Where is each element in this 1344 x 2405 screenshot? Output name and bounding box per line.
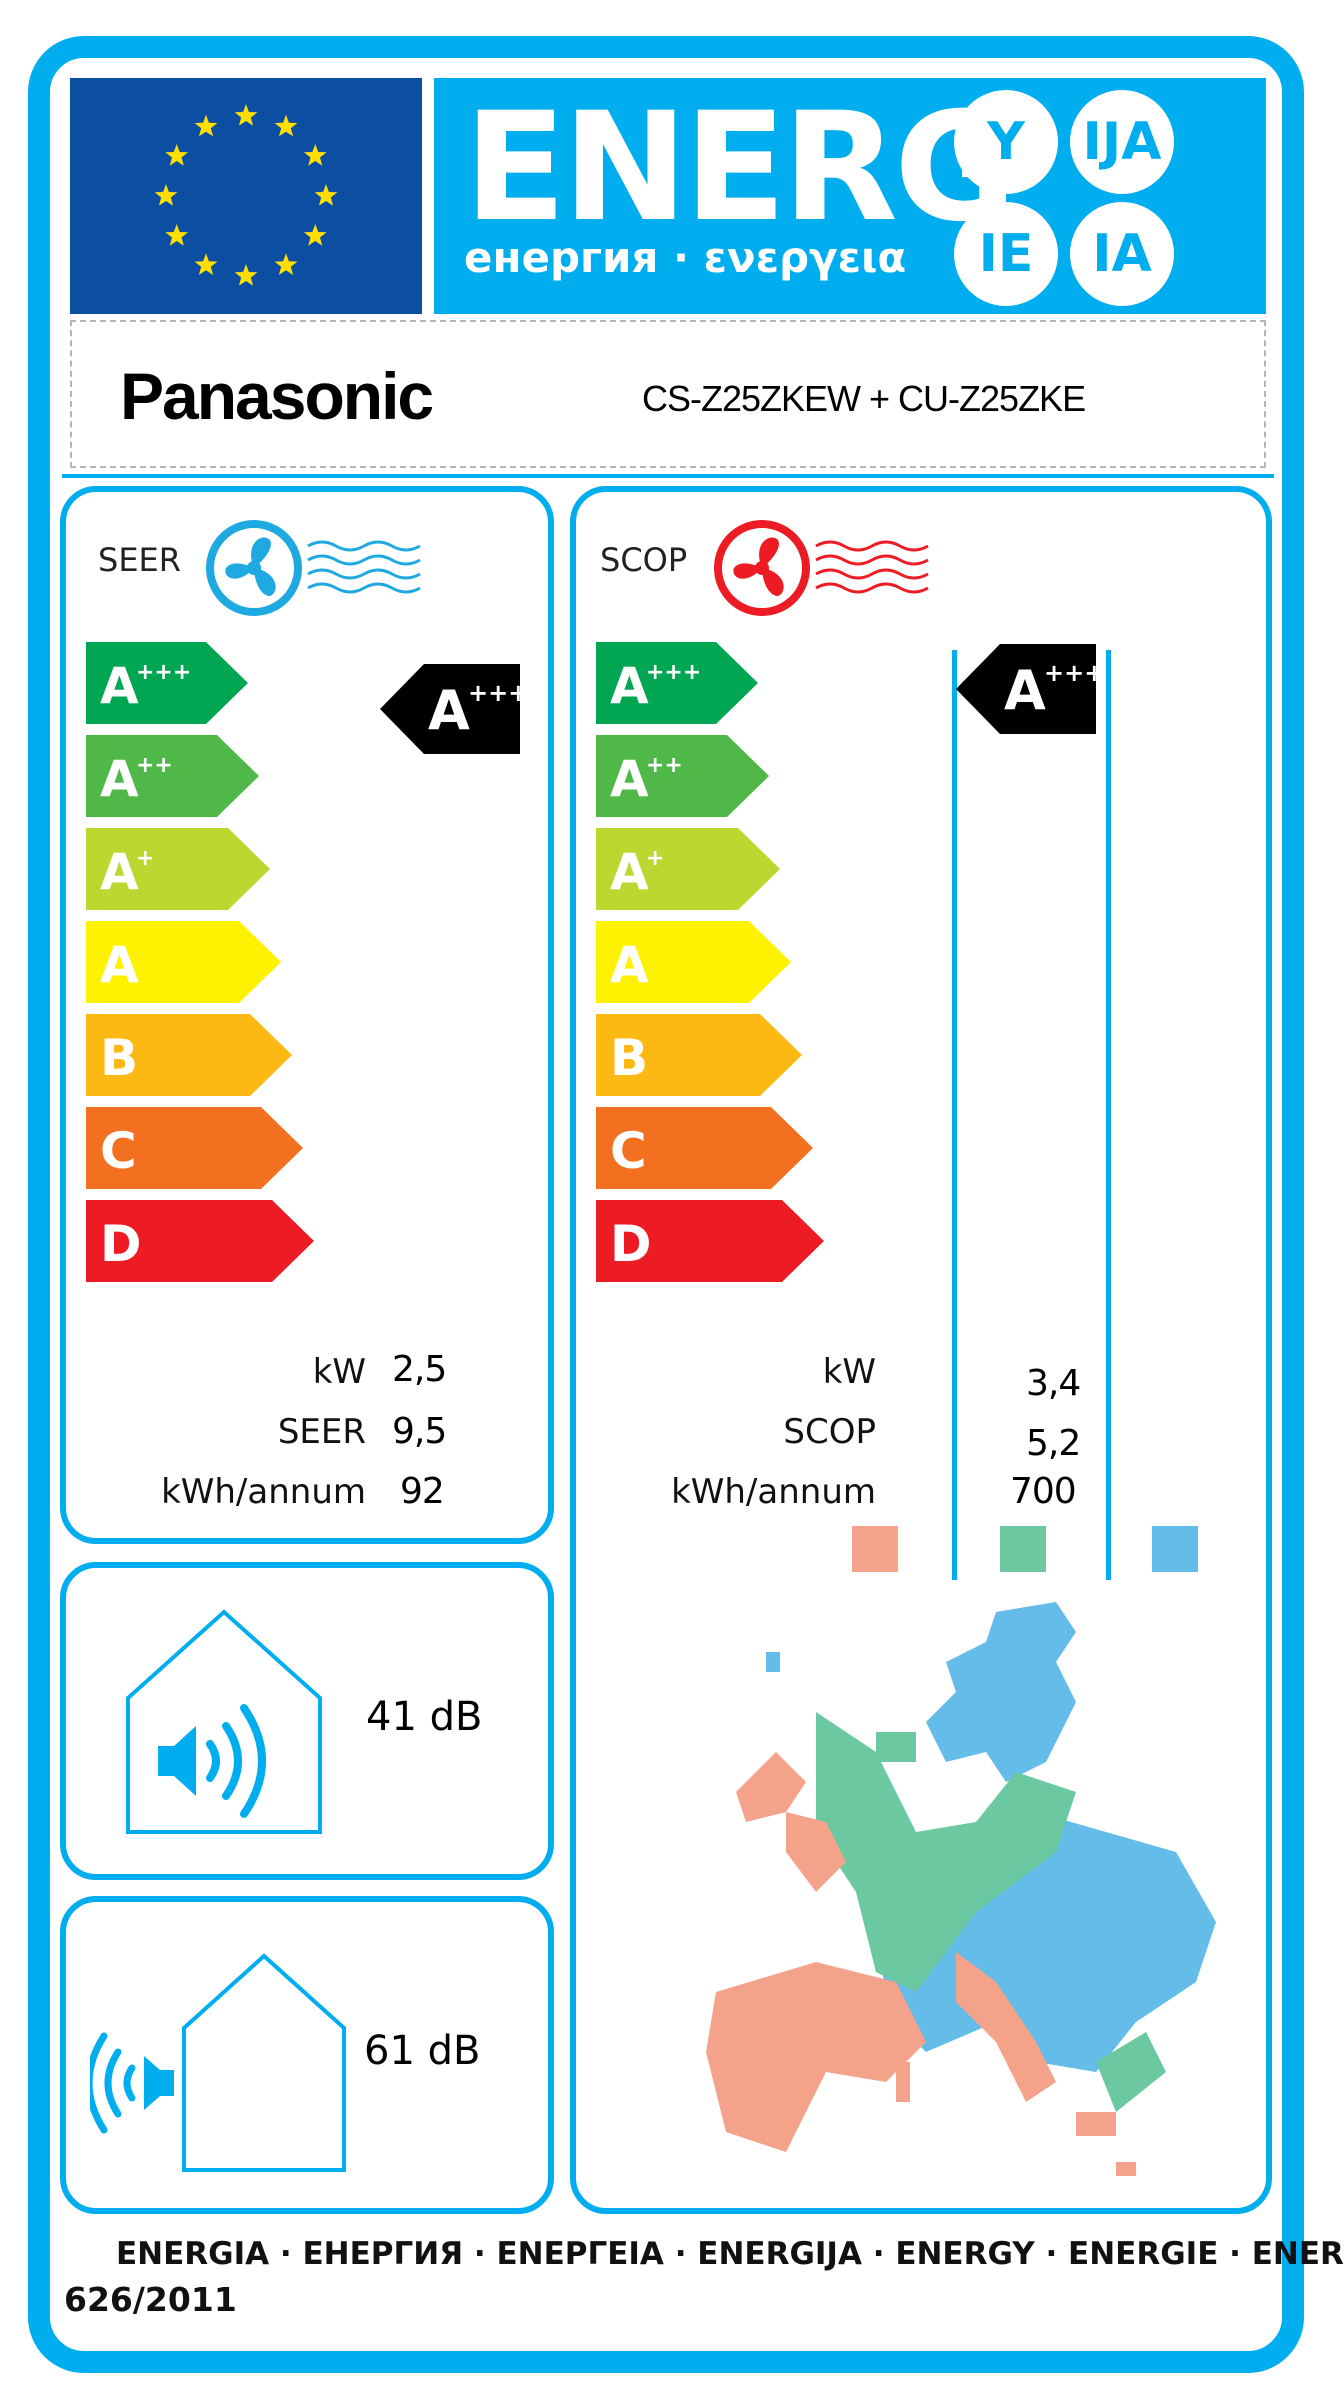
efficiency-class-arrow	[596, 1200, 824, 1282]
efficiency-class-label: B	[100, 1029, 138, 1087]
efficiency-class-superscript: +++	[646, 660, 701, 685]
efficiency-class-arrow	[596, 642, 758, 724]
zone-divider-right	[1106, 650, 1111, 1580]
zone-average-swatch	[1000, 1526, 1046, 1572]
energy-rating-arrow	[380, 664, 520, 754]
cooling-panel: SEER A +++ A ++ A + A B C D A +++ kW SEER kWh/annum…	[60, 486, 554, 1544]
suffix-ia: IA	[1070, 202, 1174, 306]
seer-seer-label: SEER	[277, 1412, 366, 1452]
efficiency-class-label: C	[610, 1122, 647, 1180]
eu-star-icon	[194, 114, 218, 137]
efficiency-class-label: D	[100, 1215, 142, 1273]
footer-regulation: 626/2011	[64, 2280, 237, 2319]
energy-rating-superscript: +++	[1044, 659, 1104, 687]
seer-kw-label: kW	[312, 1352, 366, 1392]
efficiency-class-label: C	[100, 1122, 137, 1180]
efficiency-class-arrow	[86, 921, 281, 1003]
efficiency-class-label: A	[100, 936, 139, 994]
zone-colder-swatch	[1152, 1526, 1198, 1572]
energy-rating-label: A	[428, 679, 470, 742]
efficiency-class-label: A	[610, 657, 649, 715]
outdoor-speaker-icon	[90, 1953, 346, 2172]
scop-scop-label: SCOP	[783, 1412, 876, 1452]
seer-kwh-value: 92	[400, 1471, 445, 1512]
efficiency-class-label: B	[610, 1029, 648, 1087]
suffix-ie: IE	[954, 202, 1058, 306]
outdoor-noise-panel: 61 dB	[60, 1896, 554, 2214]
scop-kwh-value: 700	[1010, 1471, 1077, 1512]
zone-divider-left	[952, 650, 957, 1580]
efficiency-class-arrow	[596, 921, 791, 1003]
eu-star-icon	[165, 224, 189, 246]
eu-star-icon	[274, 253, 298, 275]
eu-stars-icon	[154, 104, 338, 286]
efficiency-class-arrow	[596, 1107, 813, 1189]
europe-map-icon	[706, 1602, 1216, 2176]
fan-icon	[714, 520, 929, 616]
efficiency-class-arrow	[86, 735, 259, 817]
seer-kwh-label: kWh/annum	[161, 1472, 366, 1512]
eu-star-icon	[234, 104, 258, 126]
outdoor-noise-value: 61 dB	[364, 2028, 481, 2074]
scop-kwh-label: kWh/annum	[671, 1472, 876, 1512]
energy-rating-label: A	[1004, 659, 1046, 722]
efficiency-class-arrow	[596, 735, 769, 817]
fan-icon	[206, 520, 421, 616]
brand-name: Panasonic	[120, 359, 434, 433]
efficiency-class-label: A	[100, 843, 139, 901]
indoor-noise-panel: 41 dB	[60, 1562, 554, 1880]
seer-seer-value: 9,5	[392, 1411, 447, 1452]
indoor-speaker-icon	[126, 1609, 322, 1834]
seer-kw-value: 2,5	[392, 1349, 447, 1390]
footer-languages: ENERGIA · ЕНЕРГИЯ · ΕΝΕΡΓΕΙΑ · ENERGIJA …	[116, 2236, 1344, 2272]
efficiency-class-label: A	[610, 843, 649, 901]
eu-star-icon	[274, 114, 298, 137]
eu-star-icon	[165, 144, 189, 166]
efficiency-class-label: A	[100, 750, 139, 808]
eu-star-icon	[234, 264, 258, 286]
efficiency-class-label: D	[610, 1215, 652, 1273]
energy-banner: ENERG енергия · ενεργεια Y IJA IE IA	[434, 78, 1266, 314]
model-identifier: CS-Z25ZKEW + CU-Z25ZKE	[642, 378, 1086, 419]
efficiency-class-label: A	[100, 657, 139, 715]
eu-star-icon	[154, 184, 178, 206]
scop-kw-value: 3,4	[1026, 1363, 1081, 1404]
efficiency-class-arrow	[86, 828, 270, 910]
scop-kw-label: kW	[822, 1352, 876, 1392]
efficiency-class-arrow	[86, 1107, 303, 1189]
efficiency-class-superscript: +	[646, 846, 664, 871]
scop-title: SCOP	[600, 541, 688, 579]
eu-star-icon	[194, 253, 218, 275]
efficiency-class-arrow	[86, 1014, 292, 1096]
energy-rating-superscript: +++	[468, 679, 528, 707]
eu-star-icon	[314, 184, 338, 206]
energy-subtitle: енергия · ενεργεια	[464, 233, 907, 282]
suffix-y: Y	[954, 90, 1058, 194]
eu-flag	[70, 78, 422, 314]
efficiency-class-superscript: +++	[136, 660, 191, 685]
supplier-box: Panasonic CS-Z25ZKEW + CU-Z25ZKE	[70, 320, 1266, 468]
efficiency-class-arrow	[596, 1014, 802, 1096]
energy-word: ENERG	[464, 81, 1017, 255]
efficiency-class-arrow	[596, 828, 780, 910]
zone-warmer-swatch	[852, 1526, 898, 1572]
eu-star-icon	[303, 144, 327, 166]
efficiency-class-arrow	[86, 642, 248, 724]
eu-star-icon	[303, 224, 327, 246]
efficiency-class-label: A	[610, 750, 649, 808]
suffix-ija: IJA	[1070, 90, 1174, 194]
efficiency-class-superscript: +	[136, 846, 154, 871]
indoor-noise-value: 41 dB	[366, 1694, 483, 1740]
efficiency-class-superscript: ++	[136, 753, 173, 778]
efficiency-class-label: A	[610, 936, 649, 994]
separator	[62, 474, 1274, 478]
heating-panel: SCOP A +++ A ++ A + A B C D A +++ kW SCOP kWh/annum…	[570, 486, 1272, 2214]
efficiency-class-arrow	[86, 1200, 314, 1282]
efficiency-class-superscript: ++	[646, 753, 683, 778]
energy-rating-arrow	[956, 644, 1096, 734]
seer-title: SEER	[98, 541, 181, 579]
scop-scop-value: 5,2	[1026, 1423, 1081, 1464]
